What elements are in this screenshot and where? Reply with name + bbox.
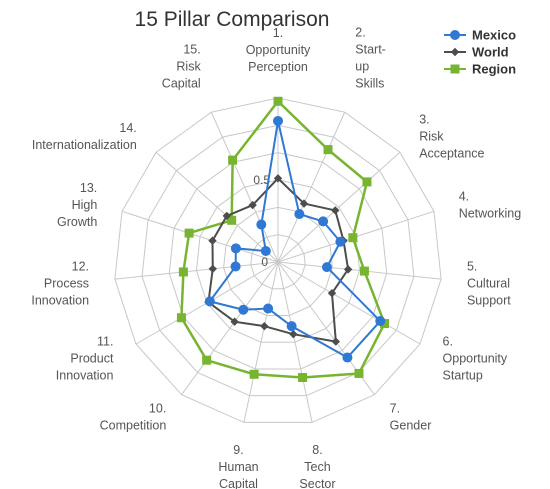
legend-label-mexico: Mexico <box>472 28 516 43</box>
grid-spoke-14 <box>155 151 279 263</box>
point-mexico-13 <box>230 243 241 254</box>
grid-ring-5 <box>141 124 415 397</box>
point-mexico-1 <box>273 115 283 126</box>
point-region-9 <box>249 369 259 379</box>
axis-label-12: 12. Process Innovation <box>31 259 89 307</box>
point-region-5 <box>359 266 369 276</box>
axis-label-6: 6. Opportunity Startup <box>443 335 508 383</box>
grid-spoke-12 <box>114 261 279 280</box>
grid-ring-4 <box>168 152 388 370</box>
legend-marker-region <box>450 64 460 74</box>
grid-spoke-5 <box>277 261 442 280</box>
point-region-2 <box>323 145 333 155</box>
point-region-11 <box>176 313 186 323</box>
grid-spoke-10 <box>181 261 279 395</box>
point-region-13 <box>184 228 194 238</box>
series-layer <box>176 96 390 382</box>
chart-title: 15 Pillar Comparison <box>135 8 330 31</box>
point-world-3 <box>331 206 340 215</box>
radar-grid <box>114 97 442 423</box>
legend-marker-mexico <box>450 30 460 40</box>
point-mexico-7 <box>342 352 353 363</box>
series-line-mexico <box>208 119 382 359</box>
grid-spoke-15 <box>210 111 279 263</box>
point-region-7 <box>354 368 364 378</box>
grid-ring-6 <box>114 97 442 423</box>
radial-tick-labels: 00.5 <box>253 173 270 269</box>
legend-item-region[interactable]: Region <box>444 62 516 77</box>
point-mexico-11 <box>204 296 215 307</box>
point-world-8 <box>289 329 298 339</box>
series-line-region <box>180 100 386 379</box>
grid-spoke-13 <box>121 210 279 263</box>
series-mexico <box>204 115 386 363</box>
point-world-9 <box>260 321 269 331</box>
point-region-15 <box>228 155 238 165</box>
axis-label-14: 14. Internationalization <box>32 121 137 152</box>
point-world-14 <box>222 211 232 221</box>
axis-label-10: 10. Competition <box>100 402 167 433</box>
point-world-5 <box>343 265 353 274</box>
point-mexico-10 <box>238 304 249 315</box>
axis-labels: 1. Opportunity Perception 2. Start-up Skills 3… <box>31 25 521 489</box>
point-mexico-12 <box>230 261 241 272</box>
axis-label-2: 2. Start-up Skills <box>355 25 386 90</box>
grid-spoke-2 <box>277 111 346 263</box>
axis-label-9: 9. Human Capital <box>218 443 258 489</box>
axis-label-7: 7. Gender <box>390 402 432 433</box>
axis-label-1: 1. Opportunity Perception <box>246 26 311 74</box>
series-line-world <box>207 177 350 343</box>
grid-spoke-8 <box>277 261 313 423</box>
point-world-10 <box>230 317 239 326</box>
axis-label-4: 4. Networking <box>459 189 522 220</box>
point-region-8 <box>298 372 308 382</box>
point-region-10 <box>202 355 212 365</box>
point-mexico-9 <box>263 303 274 314</box>
point-mexico-14 <box>260 246 271 257</box>
grid-ring-1 <box>250 234 306 290</box>
point-mexico-2 <box>294 209 305 220</box>
axis-label-11: 11. Product Innovation <box>56 335 114 383</box>
point-region-14 <box>227 215 237 225</box>
point-mexico-5 <box>321 262 332 273</box>
legend-label-world: World <box>472 45 509 60</box>
axis-label-3: 3. Risk Acceptance <box>419 112 484 160</box>
legend-label-region: Region <box>472 62 516 77</box>
grid-spoke-3 <box>277 151 401 263</box>
grid-spoke-9 <box>243 261 279 423</box>
legend-item-mexico[interactable]: Mexico <box>444 28 516 43</box>
point-region-12 <box>178 267 188 277</box>
point-region-3 <box>362 177 372 187</box>
point-mexico-3 <box>318 216 329 227</box>
grid-ring-3 <box>195 179 361 343</box>
point-world-1 <box>273 174 283 183</box>
point-mexico-8 <box>286 321 297 332</box>
point-region-4 <box>348 233 358 243</box>
point-mexico-15 <box>256 219 267 230</box>
point-region-1 <box>273 96 283 106</box>
axis-label-13: 13. High Growth <box>57 181 97 229</box>
point-mexico-4 <box>335 236 346 247</box>
legend-item-world[interactable]: World <box>444 45 509 60</box>
grid-spoke-6 <box>277 261 421 345</box>
axis-label-8: 8. Tech Sector <box>299 443 335 489</box>
point-world-13 <box>208 236 217 245</box>
point-mexico-6 <box>375 316 386 327</box>
point-world-6 <box>327 288 337 298</box>
point-world-2 <box>299 199 309 208</box>
point-world-12 <box>208 264 217 274</box>
legend: Mexico World Region <box>444 28 516 77</box>
axis-label-15: 15. Risk Capital <box>162 42 202 90</box>
tick-label-0-5: 0.5 <box>253 173 270 187</box>
legend-marker-world <box>450 47 460 57</box>
tick-label-0: 0 <box>261 255 268 269</box>
point-world-7 <box>331 337 341 346</box>
axis-label-5: 5. Cultural Support <box>467 259 511 307</box>
point-world-15 <box>248 200 257 210</box>
